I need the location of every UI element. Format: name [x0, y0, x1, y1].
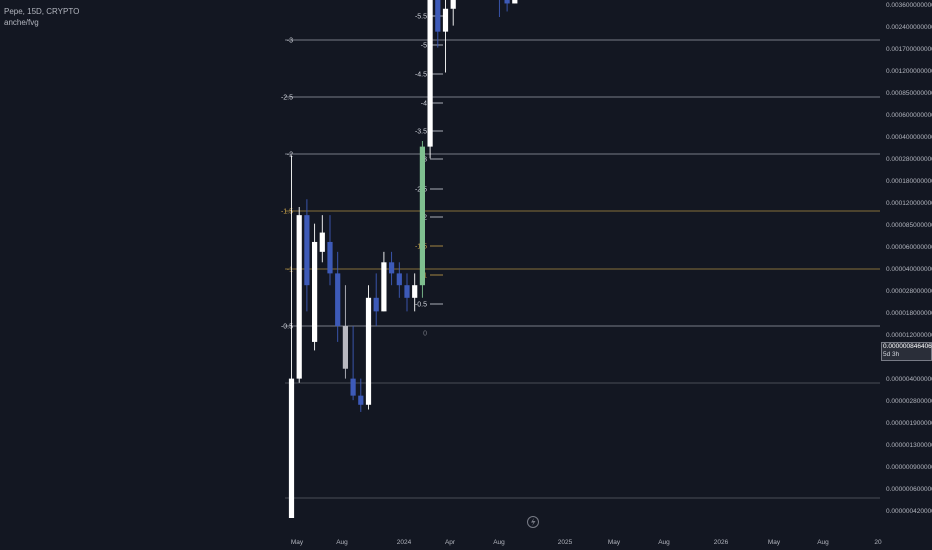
price-axis-label: 0.0006000000000: [886, 112, 932, 119]
price-axis[interactable]: 0.0036000000000 0.0024000000000 0.00170000…: [886, 2, 932, 515]
candle-body: [304, 215, 310, 286]
price-axis-label: 0.0001800000000: [886, 178, 932, 185]
candle-body: [419, 146, 425, 286]
price-axis-label: 0.0001200000000: [886, 200, 932, 207]
candle-body: [504, 0, 510, 4]
time-axis-label: May: [768, 539, 781, 546]
candle-body: [312, 241, 318, 342]
candle-body: [335, 273, 341, 326]
price-axis-label: 0.0000006000000: [886, 486, 932, 493]
time-axis-label: 20: [874, 539, 882, 546]
candle-body: [396, 273, 402, 286]
candle-body: [373, 297, 379, 312]
candle-body: [327, 241, 333, 274]
time-axis-label: Aug: [817, 539, 829, 546]
indicator-name: anche/fvg: [4, 18, 39, 27]
time-axis-label: 2025: [558, 539, 573, 546]
time-axis-label: May: [291, 539, 304, 546]
price-axis-label: 0.0000120000000: [886, 332, 932, 339]
price-axis-label: 0.0000040000000: [886, 376, 932, 383]
fib-left-label: -1.5: [281, 209, 293, 216]
chart-legend: Pepe, 15D, CRYPTO anche/fvg: [4, 6, 79, 28]
fib-left-label: -0.5: [281, 324, 293, 331]
price-axis-label: 0.0024000000000: [886, 24, 932, 31]
price-axis-label: 0.0036000000000: [886, 2, 932, 9]
fib-left-label: -1: [287, 267, 293, 274]
time-axis-label: Aug: [658, 539, 670, 546]
time-axis-label: 2024: [397, 539, 412, 546]
fib-right-label: -3.5: [415, 129, 427, 136]
price-axis-label: 0.0000280000000: [886, 288, 932, 295]
time-axis-label: Aug: [493, 539, 505, 546]
price-axis-label: 0.0000019000000: [886, 420, 932, 427]
price-axis-label: 0.0000009000000: [886, 464, 932, 471]
candle-body: [450, 0, 456, 9]
candle-body: [342, 326, 348, 369]
current-price-value: 0.0000008464061: [883, 343, 932, 350]
fib-right-label: -5: [421, 43, 427, 50]
fib-right-label: -5.5: [415, 14, 427, 21]
fib-right-label: 0: [423, 331, 427, 338]
symbol-title: Pepe, 15D, CRYPTO: [4, 7, 80, 16]
candle-body: [512, 0, 518, 4]
fib-left-label: -3: [287, 38, 293, 45]
lightning-icon[interactable]: [527, 516, 539, 528]
candle-body: [350, 378, 356, 396]
candle-body: [427, 0, 433, 147]
candle-body: [358, 395, 364, 405]
time-axis-label: Apr: [445, 539, 456, 546]
candle-body: [381, 262, 387, 312]
time-axis-label: Aug: [336, 539, 348, 546]
fib-lines: [285, 39, 880, 499]
price-axis-label: 0.0017000000000: [886, 46, 932, 53]
candle-body: [319, 232, 325, 252]
fib-right-label: -4.5: [415, 72, 427, 79]
candle-body: [404, 285, 410, 298]
time-axis-label: May: [608, 539, 621, 546]
price-axis-label: 0.0008500000000: [886, 90, 932, 97]
price-axis-label: 0.0000180000000: [886, 310, 932, 317]
candle-body: [296, 215, 302, 379]
fib-right-label: -4: [421, 101, 427, 108]
price-axis-label: 0.0000850000000: [886, 222, 932, 229]
fib-right-label: -0.5: [415, 302, 427, 309]
current-price-label: 0.0000008464061 5d 3h: [881, 342, 932, 361]
time-axis[interactable]: May Aug 2024 Apr Aug 2025 May Aug 2026 May Aug 20: [291, 539, 882, 546]
fib-left-label: -2.5: [281, 95, 293, 102]
price-axis-label: 0.0000013000000: [886, 442, 932, 449]
price-axis-label: 0.0000600000000: [886, 244, 932, 251]
candle-body: [389, 262, 395, 274]
price-axis-label: 0.0000400000000: [886, 266, 932, 273]
time-axis-label: 2026: [714, 539, 729, 546]
candles: [288, 0, 518, 518]
price-axis-label: 0.0012000000000: [886, 68, 932, 75]
price-axis-label: 0.0004000000000: [886, 134, 932, 141]
fib-left-label: -2: [287, 152, 293, 159]
candle-body: [442, 8, 449, 32]
price-axis-label: 0.0000028000000: [886, 398, 932, 405]
candle-body: [288, 378, 295, 518]
price-axis-label: 0.0002800000000: [886, 156, 932, 163]
bar-countdown: 5d 3h: [883, 351, 900, 358]
candle-body: [412, 285, 418, 298]
candle-body: [365, 297, 372, 405]
price-axis-label: 0.0000004200000: [886, 508, 932, 515]
candle-body: [435, 0, 441, 32]
